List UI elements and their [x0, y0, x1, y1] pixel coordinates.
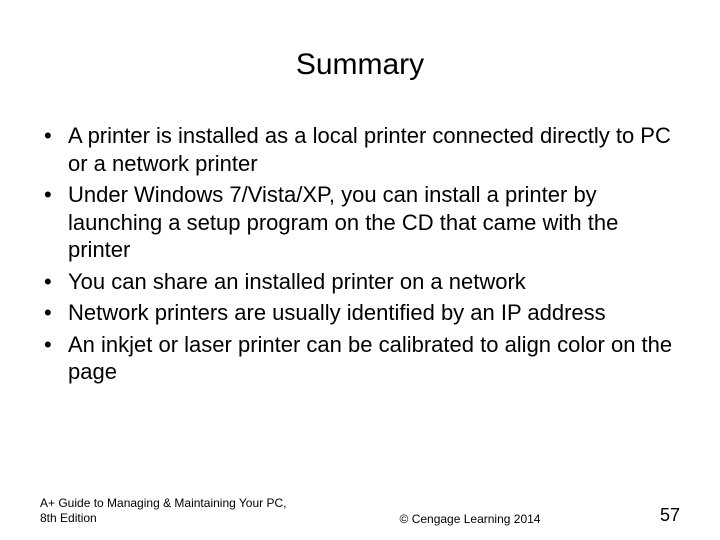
bullet-item: Network printers are usually identified … — [40, 299, 680, 327]
bullet-list: A printer is installed as a local printe… — [40, 122, 680, 386]
slide-title: Summary — [0, 0, 720, 92]
footer-book-title: A+ Guide to Managing & Maintaining Your … — [40, 496, 300, 526]
slide: Summary A printer is installed as a loca… — [0, 0, 720, 540]
page-number: 57 — [640, 505, 680, 526]
bullet-item: Under Windows 7/Vista/XP, you can instal… — [40, 181, 680, 264]
bullet-item: You can share an installed printer on a … — [40, 268, 680, 296]
bullet-item: An inkjet or laser printer can be calibr… — [40, 331, 680, 386]
slide-footer: A+ Guide to Managing & Maintaining Your … — [0, 496, 720, 526]
bullet-item: A printer is installed as a local printe… — [40, 122, 680, 177]
footer-copyright: © Cengage Learning 2014 — [300, 512, 640, 526]
slide-body: A printer is installed as a local printe… — [0, 92, 720, 386]
